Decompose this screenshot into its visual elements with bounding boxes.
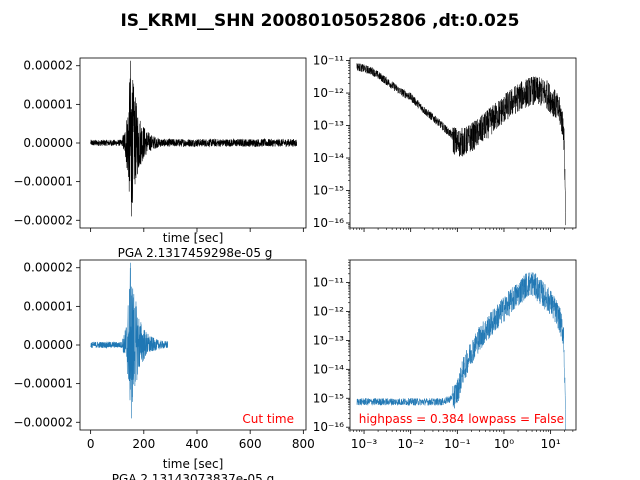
y-tick-label: −0.00001 — [13, 175, 73, 189]
signal-line — [90, 60, 297, 217]
x-tick-label: 10⁻¹ — [444, 437, 471, 451]
y-tick-label: 10⁻¹¹ — [313, 54, 344, 68]
x-tick-label: 10⁰ — [494, 437, 514, 451]
y-tick-label: −0.00002 — [13, 213, 73, 227]
y-tick-label: 10⁻¹⁶ — [313, 420, 344, 434]
y-tick-label: 0.00002 — [23, 59, 73, 73]
y-tick-label: 0.00000 — [23, 338, 73, 352]
x-tick-label: 400 — [186, 437, 209, 451]
x-tick-label: 600 — [239, 437, 262, 451]
x-axis-label: time [sec] — [163, 231, 224, 245]
axes-frame — [79, 57, 307, 229]
x-axis-label: time [sec] — [163, 457, 224, 471]
spectrum-line — [356, 63, 566, 226]
axes-frame — [349, 57, 577, 229]
x-tick-label: 0 — [87, 437, 95, 451]
spectrum-line — [356, 272, 566, 430]
panel-raw-spectrum: 10⁻¹⁶ 10⁻¹⁵ 10⁻¹⁴ 10⁻¹³ 10⁻¹² 10⁻¹¹ — [313, 54, 577, 232]
axes-frame — [349, 259, 577, 431]
y-tick-label: 10⁻¹⁵ — [313, 391, 344, 405]
y-tick-label: 10⁻¹⁶ — [313, 216, 344, 230]
y-tick-label: 0.00001 — [23, 97, 73, 111]
y-tick-label: 10⁻¹³ — [313, 333, 344, 347]
x-tick-label: 200 — [132, 437, 155, 451]
plot-layer: −0.00002 −0.00001 0.00000 0.00001 0.00002 tim… — [13, 54, 577, 480]
y-tick-label: 10⁻¹¹ — [313, 276, 344, 290]
y-tick-label: 10⁻¹⁴ — [313, 362, 344, 376]
figure-title: IS_KRMI__SHN 20080105052806 ,dt:0.025 — [120, 11, 519, 31]
y-tick-label: 0.00002 — [23, 261, 73, 275]
y-tick-label: −0.00001 — [13, 377, 73, 391]
y-tick-label: 0.00000 — [23, 136, 73, 150]
panel-raw-time: −0.00002 −0.00001 0.00000 0.00001 0.00002 tim… — [13, 57, 307, 260]
y-tick-label: 10⁻¹⁴ — [313, 151, 344, 165]
pga-annotation: PGA 2.1317459298e-05 g — [118, 246, 273, 260]
x-tick-label: 10⁻³ — [351, 437, 378, 451]
panel-processed-time: −0.00002 −0.00001 0.00000 0.00001 0.00002 0 20… — [13, 259, 315, 480]
signal-line — [90, 262, 169, 419]
x-tick-label: 10⁻² — [397, 437, 424, 451]
x-tick-label: 800 — [292, 437, 315, 451]
y-tick-label: 0.00001 — [23, 299, 73, 313]
cut-time-label: Cut time — [242, 412, 294, 426]
y-tick-label: 10⁻¹² — [313, 304, 344, 318]
y-tick-label: −0.00002 — [13, 415, 73, 429]
filter-label: highpass = 0.384 lowpass = False — [359, 412, 564, 426]
axes-frame — [79, 259, 307, 431]
panel-processed-spectrum: 10⁻¹⁶ 10⁻¹⁵ 10⁻¹⁴ 10⁻¹³ 10⁻¹² 10⁻¹¹ 10⁻³ 10⁻² 10… — [313, 259, 577, 451]
y-tick-label: 10⁻¹³ — [313, 119, 344, 133]
y-tick-label: 10⁻¹⁵ — [313, 183, 344, 197]
y-tick-label: 10⁻¹² — [313, 86, 344, 100]
x-tick-label: 10¹ — [541, 437, 561, 451]
pga-annotation: PGA 2.13143073837e-05 g — [112, 472, 274, 480]
